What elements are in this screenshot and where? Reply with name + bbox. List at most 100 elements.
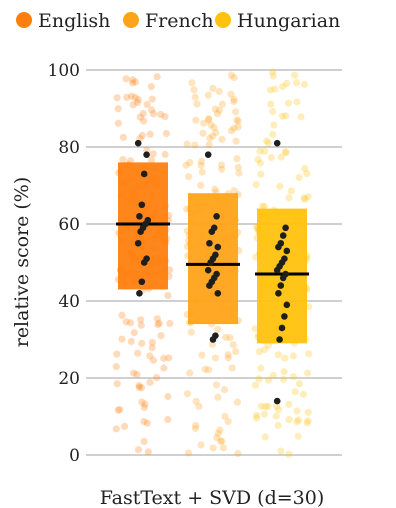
jitter-point (148, 338, 156, 347)
jitter-point (281, 148, 290, 156)
jitter-point (114, 105, 122, 113)
jitter-point (278, 83, 287, 91)
y-tick-label: 60 (58, 215, 80, 235)
highlight-point (140, 259, 148, 266)
legend-item-french: French (123, 10, 214, 32)
jitter-point (217, 161, 226, 169)
jitter-point (229, 341, 237, 349)
jitter-point (274, 351, 282, 359)
jitter-point (232, 137, 240, 145)
jitter-point (261, 345, 269, 354)
jitter-point (277, 153, 285, 161)
legend-swatch (215, 12, 231, 28)
jitter-point (137, 316, 145, 324)
jitter-point (230, 74, 238, 82)
jitter-point (304, 369, 312, 377)
jitter-point (155, 319, 163, 327)
legend-item-hungarian: Hungarian (215, 10, 340, 32)
jitter-point (299, 390, 308, 398)
jitter-point (209, 444, 217, 452)
highlight-point (204, 266, 212, 274)
jitter-point (135, 383, 143, 391)
jitter-point (139, 109, 147, 118)
jitter-point (254, 155, 262, 164)
highlight-point (208, 228, 216, 235)
jitter-point (285, 416, 293, 424)
jitter-point (235, 169, 243, 177)
jitter-point (256, 147, 264, 155)
jitter-point (209, 132, 217, 140)
jitter-point (264, 376, 273, 384)
jitter-point (213, 433, 221, 442)
jitter-point (157, 110, 165, 119)
highlight-point (273, 397, 281, 405)
legend-label: English (38, 10, 110, 32)
highlight-point (214, 290, 222, 297)
y-tick-label: 20 (58, 369, 80, 389)
jitter-point (164, 392, 172, 401)
jitter-point (148, 344, 156, 352)
jitter-point (271, 85, 279, 93)
jitter-point (143, 419, 151, 427)
jitter-point (283, 79, 291, 87)
jitter-point (197, 441, 205, 449)
y-tick-label: 80 (58, 138, 80, 158)
jitter-point (146, 130, 154, 138)
jitter-point (130, 369, 138, 377)
legend-swatch (16, 12, 32, 28)
jitter-point (222, 333, 230, 341)
jitter-point (165, 354, 173, 362)
jitter-point (193, 100, 201, 108)
y-tick-label: 0 (69, 446, 80, 466)
jitter-point (234, 123, 242, 131)
jitter-point (301, 164, 309, 173)
highlight-point (134, 139, 142, 147)
jitter-point (224, 418, 232, 426)
jitter-point (295, 173, 303, 182)
jitter-point (215, 87, 223, 96)
jitter-point (120, 422, 129, 431)
jitter-point (251, 325, 259, 333)
jitter-point (293, 79, 301, 87)
boxes (116, 162, 309, 344)
highlight-point (207, 259, 214, 266)
jitter-point (233, 155, 241, 163)
highlight-point (137, 228, 144, 235)
jitter-point (257, 170, 265, 178)
jitter-point (224, 354, 232, 362)
jitter-point (140, 403, 148, 412)
jitter-point (135, 381, 143, 390)
jitter-point (233, 398, 242, 406)
jitter-point (278, 112, 286, 120)
jitter-point (264, 341, 272, 349)
jitter-point (291, 388, 299, 396)
jitter-point (216, 437, 225, 445)
jitter-point (200, 119, 208, 127)
jitter-point (166, 319, 174, 328)
jitter-point (210, 123, 218, 132)
highlight-point (279, 232, 287, 239)
jitter-point (219, 444, 228, 452)
jitter-point (272, 402, 281, 410)
jitter-point (214, 325, 222, 333)
jitter-point (153, 373, 161, 382)
jitter-point (119, 133, 127, 141)
jitter-point (252, 411, 261, 419)
jitter-point (233, 116, 241, 124)
jitter-point (221, 412, 229, 420)
jitter-point (267, 153, 275, 162)
jitter-point (266, 86, 275, 94)
jitter-point (211, 185, 219, 193)
jitter-point (144, 448, 152, 456)
highlight-point (273, 266, 281, 274)
jitter-point (133, 370, 141, 379)
jitter-point (211, 105, 219, 113)
jitter-point (282, 149, 290, 157)
jitter-point (218, 100, 226, 108)
highlight-point (140, 170, 148, 178)
jitter-point (118, 311, 126, 319)
jitter-point (300, 80, 309, 88)
highlight-point (206, 282, 213, 289)
jitter-point (289, 352, 297, 360)
jitter-point (160, 364, 168, 372)
